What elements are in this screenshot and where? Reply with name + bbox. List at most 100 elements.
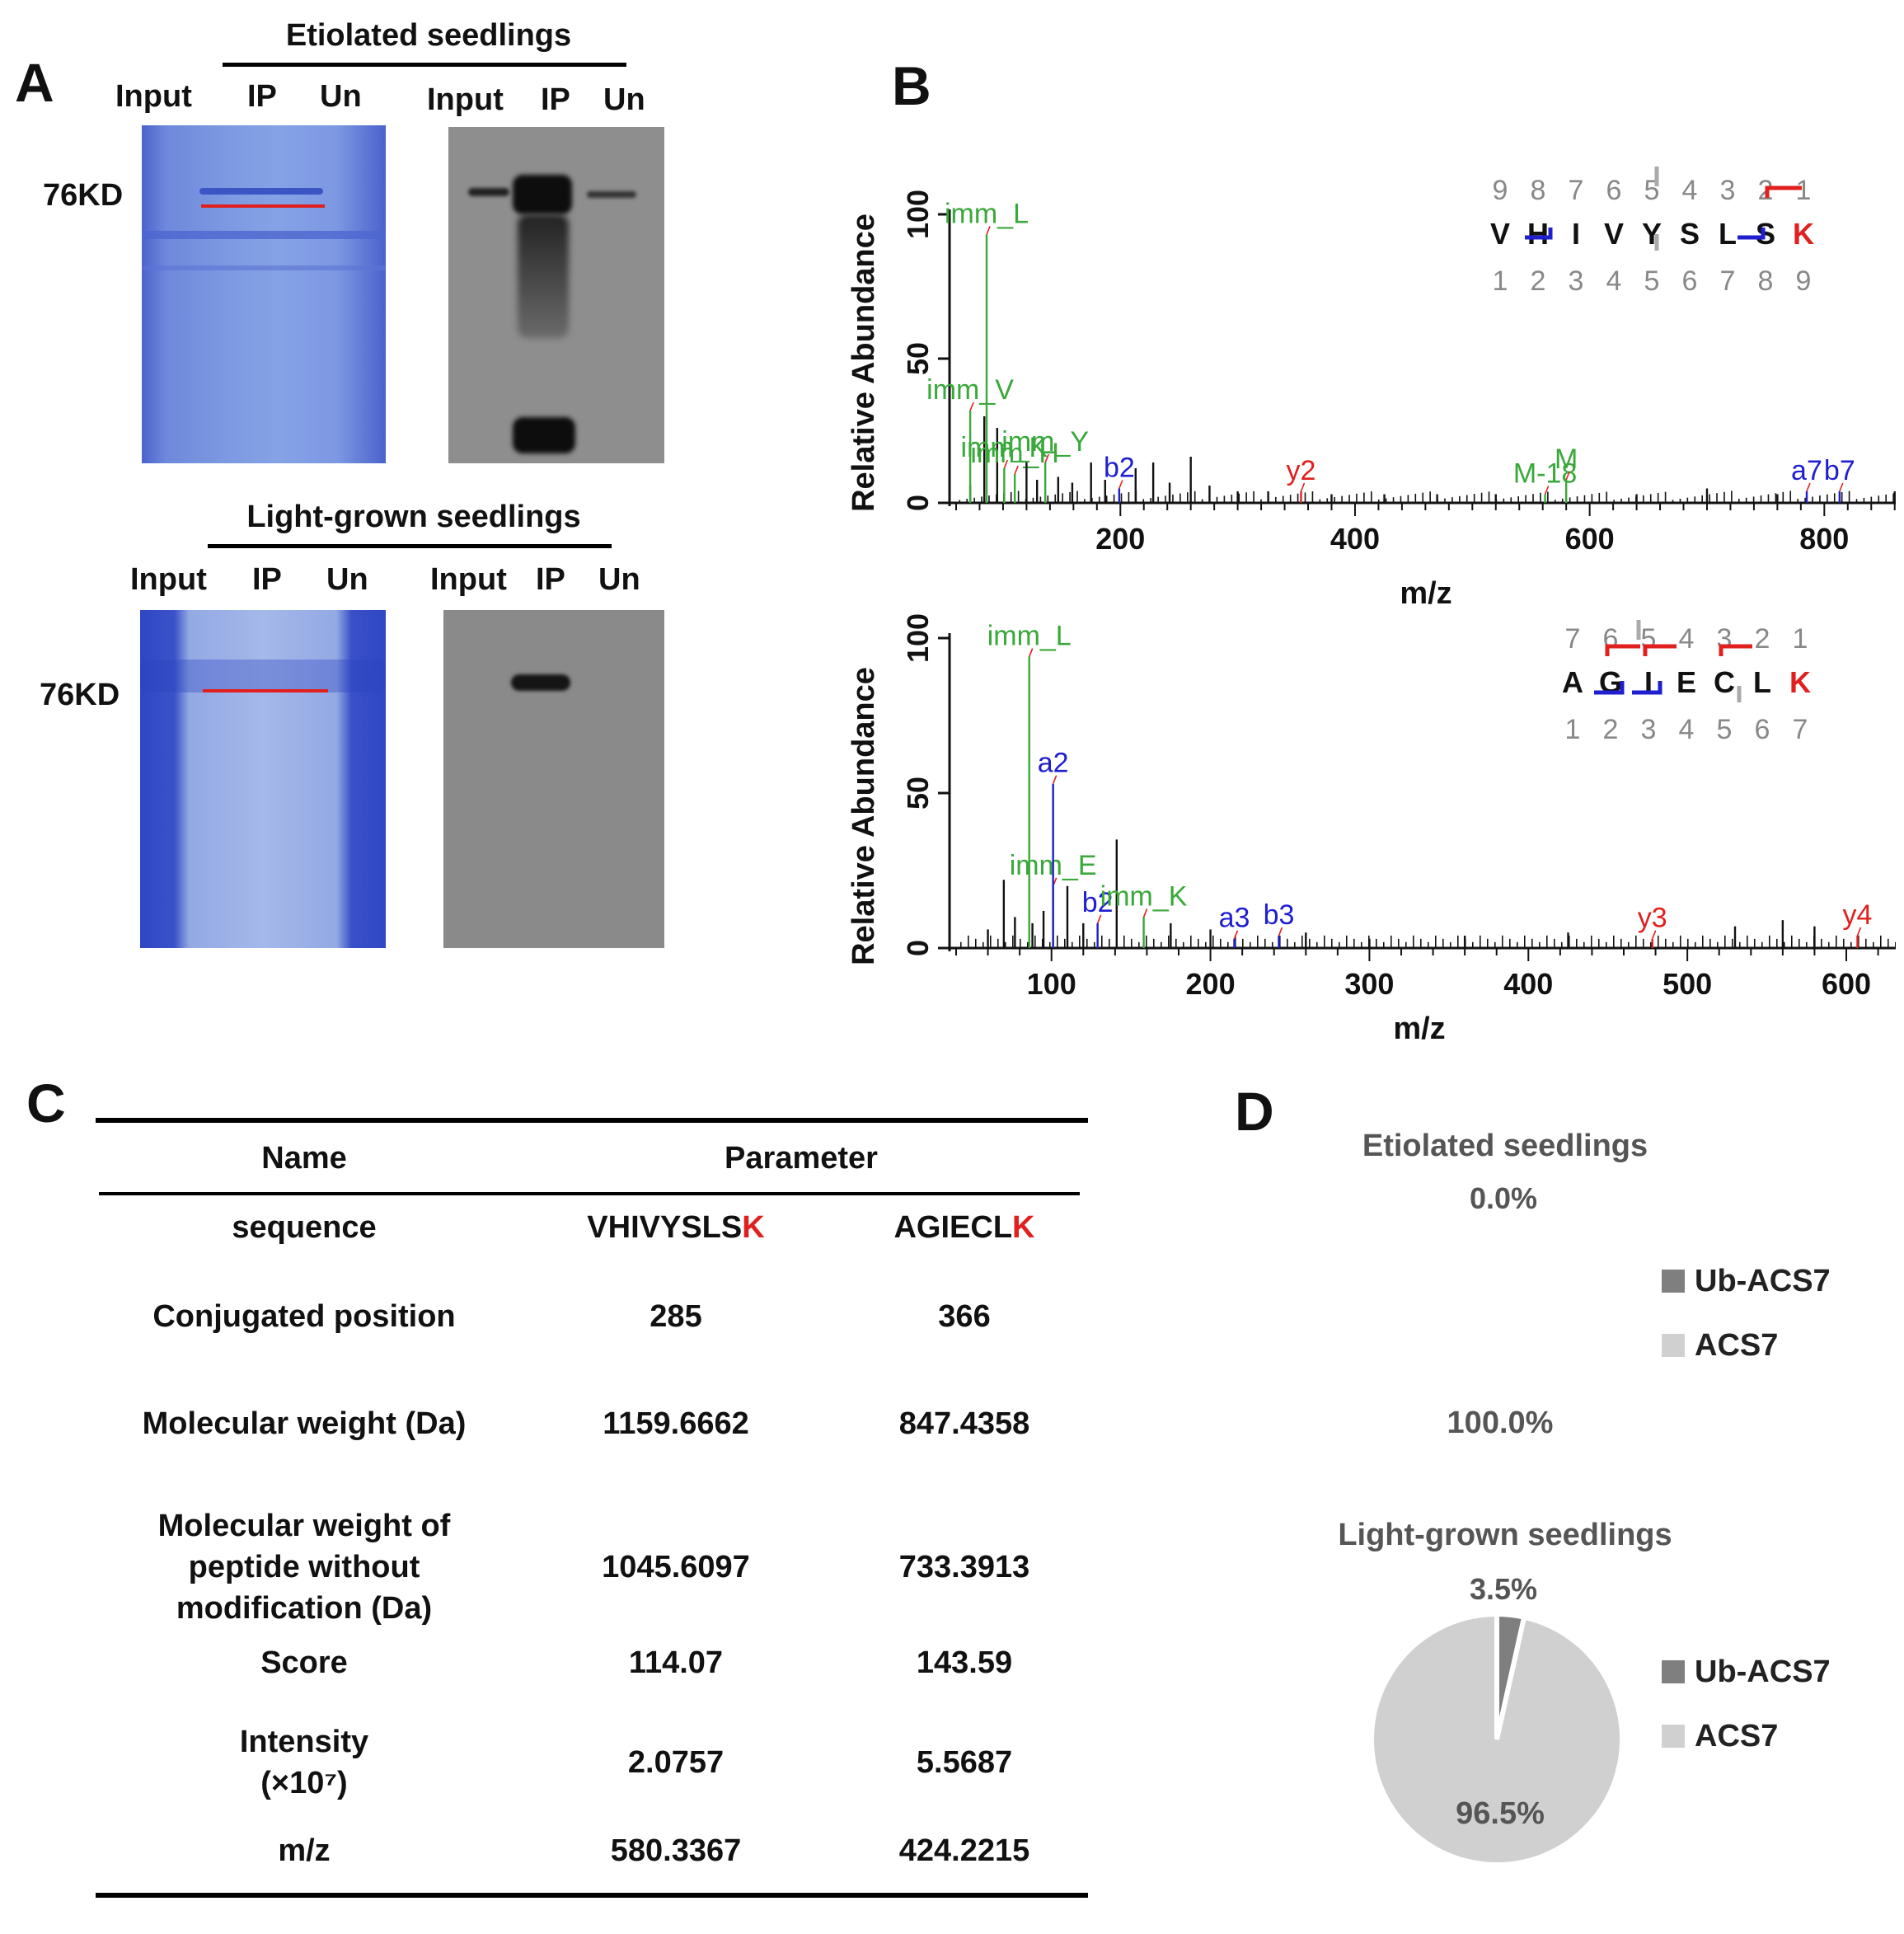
wb-band-low xyxy=(513,417,575,453)
gel-band xyxy=(142,265,386,270)
fragment-bottom-number: 1 xyxy=(1493,265,1508,297)
western-blot-etiolated xyxy=(448,127,664,463)
y-ion-bracket xyxy=(1605,644,1640,656)
row-value-text: 366 xyxy=(938,1299,991,1334)
peptide-residue: C xyxy=(1714,665,1735,699)
cb-lane-input: Input xyxy=(115,79,192,114)
peak-label-leader xyxy=(1544,486,1550,495)
peptide-residue: K xyxy=(1793,217,1814,251)
pie-value-label: 100.0% xyxy=(1447,1406,1554,1440)
peak-label-leader xyxy=(1003,459,1009,469)
row-value: AGIECLK xyxy=(824,1207,1104,1248)
light-title: Light-grown seedlings xyxy=(246,500,581,534)
ubiquitinated-band-marker xyxy=(201,204,325,208)
peak-label-leader xyxy=(1044,453,1049,463)
legend-swatch xyxy=(1662,1725,1685,1748)
panel-d-letter: D xyxy=(1235,1081,1274,1142)
x-tick-label: 600 xyxy=(1822,967,1871,1001)
row-value: 114.07 xyxy=(528,1642,824,1683)
peptide-residue: A xyxy=(1562,665,1583,699)
peak-label-leader xyxy=(1142,908,1148,918)
header-parameter: Parameter xyxy=(725,1141,878,1176)
peak-label: a3 xyxy=(1219,903,1250,934)
wb-lane-un: Un xyxy=(603,82,645,117)
peak-label: a2 xyxy=(1038,748,1069,779)
cb2-lane-ip: IP xyxy=(252,562,282,597)
legend-label: Ub-ACS7 xyxy=(1695,1264,1831,1298)
fragment-bottom-number: 5 xyxy=(1717,714,1733,745)
ms-spectrum-2: Relative Abundance 0 50 100 100 200 300 400 500… xyxy=(846,613,1896,1046)
row-value-text: 143.59 xyxy=(916,1645,1013,1680)
x-tick-label: 600 xyxy=(1565,522,1615,556)
modified-lysine: K xyxy=(742,1210,765,1245)
pie-slice xyxy=(1369,1611,1625,1867)
peak-label: imm_K xyxy=(960,432,1048,463)
row-name: Score xyxy=(96,1642,513,1683)
table-header-rule xyxy=(99,1192,1080,1195)
fragment-top-number: 7 xyxy=(1569,175,1584,206)
row-name-line: Molecular weight of xyxy=(157,1509,451,1543)
peptide-residue: L xyxy=(1753,665,1771,699)
fragment-bottom-number: 9 xyxy=(1796,265,1812,297)
peak-label-leader xyxy=(1839,482,1844,492)
fragment-bottom-number: 3 xyxy=(1569,265,1584,297)
row-name: Molecular weight (Da) xyxy=(96,1403,513,1444)
x-axis-label: m/z xyxy=(1393,1012,1445,1046)
row-value: 733.3913 xyxy=(824,1547,1104,1588)
b-ion-bracket xyxy=(1738,228,1766,240)
wb2-lane-un: Un xyxy=(598,562,640,597)
x-tick-label: 200 xyxy=(1186,967,1236,1001)
y-tick-label: 50 xyxy=(901,342,935,375)
peak-label: imm_Y xyxy=(1001,426,1089,458)
peptide-residue: H xyxy=(1527,217,1549,251)
row-value-text: VHIVYSLS xyxy=(587,1210,743,1245)
wb-band-ip xyxy=(513,175,572,214)
fragment-top-number: 4 xyxy=(1679,623,1695,655)
legend-swatch xyxy=(1662,1334,1685,1357)
peak-label-leader xyxy=(1096,914,1102,924)
fragment-bottom-number: 5 xyxy=(1644,265,1660,297)
row-name: Intensity (×10⁷) xyxy=(96,1721,513,1804)
modified-lysine: K xyxy=(1012,1210,1035,1245)
peptide-residue: I xyxy=(1572,217,1580,251)
peak-label: y4 xyxy=(1843,899,1873,931)
ms-spectrum-1: Relative Abundance 050100200400600800100… xyxy=(846,167,1896,610)
x-tick-label: 200 xyxy=(1095,522,1145,556)
pie-value-label: 96.5% xyxy=(1456,1796,1545,1831)
fragment-bottom-number: 2 xyxy=(1531,265,1546,297)
peak-label-leader xyxy=(969,401,974,411)
peak-label: imm_L xyxy=(945,199,1029,230)
pie-title: Etiolated seedlings xyxy=(1362,1129,1648,1163)
peptide-residue: L xyxy=(1719,217,1737,251)
peak-label: y3 xyxy=(1638,903,1667,934)
b-ion-bracket xyxy=(1525,228,1553,240)
marker-76kd-light: 76KD xyxy=(40,678,120,712)
x-axis-label: m/z xyxy=(1400,576,1451,610)
fragment-top-number: 5 xyxy=(1641,623,1657,655)
fragment-top-number: 3 xyxy=(1717,623,1733,655)
pie-title: Light-grown seedlings xyxy=(1338,1518,1672,1552)
fragment-top-number: 6 xyxy=(1606,175,1622,206)
row-value: 1045.6097 xyxy=(528,1547,824,1588)
y-tick-label: 100 xyxy=(901,190,935,239)
row-value-text: 5.5687 xyxy=(916,1745,1013,1780)
table-bottom-rule xyxy=(96,1893,1088,1898)
fragment-top-number: 4 xyxy=(1682,175,1698,206)
row-value: 580.3367 xyxy=(528,1830,824,1871)
row-name-line: peptide without xyxy=(188,1550,420,1584)
light-bracket xyxy=(208,544,612,548)
row-value: 1159.6662 xyxy=(528,1403,824,1444)
legend-label: ACS7 xyxy=(1695,1719,1778,1753)
row-name-line: modification (Da) xyxy=(176,1591,433,1626)
row-name-line: sequence xyxy=(232,1210,377,1245)
cb2-lane-input: Input xyxy=(130,562,207,597)
peptide-residue: S xyxy=(1680,217,1700,251)
row-name-line: Intensity xyxy=(239,1725,369,1759)
peak-label-leader xyxy=(1052,775,1058,785)
peak-label: imm_V xyxy=(926,374,1014,406)
fragment-bottom-number: 3 xyxy=(1641,714,1657,745)
cb-lane-ip: IP xyxy=(247,79,277,114)
peak-label-leader xyxy=(1014,465,1019,475)
y-ion-bracket xyxy=(1719,644,1752,656)
y-tick-label: 0 xyxy=(901,940,935,956)
